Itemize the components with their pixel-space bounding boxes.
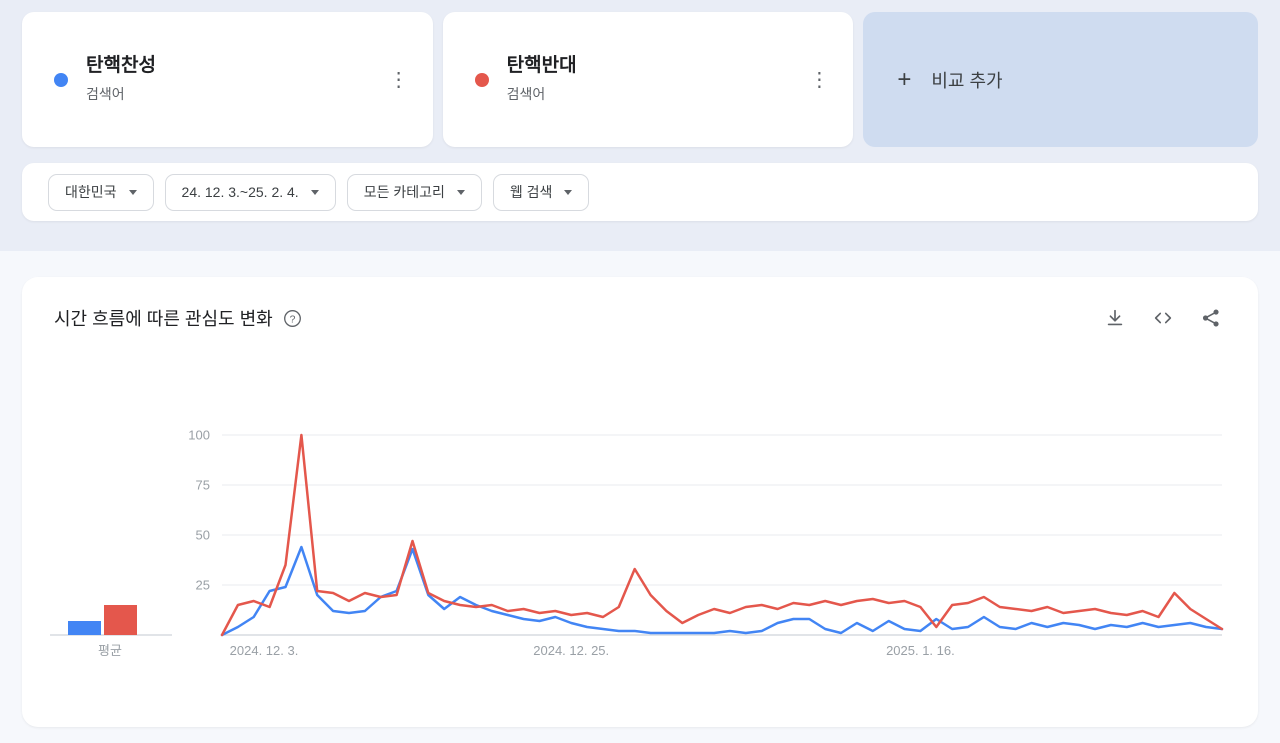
filter-search-type-label: 웹 검색 xyxy=(509,184,553,200)
add-comparison-button[interactable]: + 비교 추가 xyxy=(863,12,1259,147)
interest-over-time-card: 시간 흐름에 따른 관심도 변화 ? xyxy=(22,277,1258,727)
term-type-label: 검색어 xyxy=(86,86,125,103)
svg-text:50: 50 xyxy=(196,528,210,543)
filter-category-dropdown[interactable]: 모든 카테고리 xyxy=(346,173,482,211)
svg-text:25: 25 xyxy=(196,578,210,593)
svg-text:평균: 평균 xyxy=(98,643,122,658)
download-icon xyxy=(1107,309,1123,326)
add-comparison-label: 비교 추가 xyxy=(931,70,1003,91)
filter-bar: 대한민국 24. 12. 3.~25. 2. 4. 모든 카테고리 웹 검색 xyxy=(22,163,1258,221)
plus-icon: + xyxy=(897,65,912,93)
svg-text:2025. 1. 16.: 2025. 1. 16. xyxy=(886,643,955,658)
filter-date-range-label: 24. 12. 3.~25. 2. 4. xyxy=(181,184,299,200)
help-icon: ? xyxy=(283,309,301,327)
more-options-icon: ⋮ xyxy=(809,68,830,91)
explore-header: 탄핵찬성 검색어 ⋮ 탄핵반대 검색어 ⋮ + 비교 추가 대한민국 24. 1… xyxy=(0,0,1280,251)
term-color-dot-red xyxy=(474,72,489,87)
share-icon xyxy=(1202,309,1219,327)
filter-region-dropdown[interactable]: 대한민국 xyxy=(48,173,154,211)
interest-over-time-chart[interactable]: 25 50 75 100 2024. 12. 3. 2024. 12. 25. 2025. … xyxy=(22,397,1238,687)
term-text-block: 탄핵찬성 검색어 xyxy=(86,55,383,105)
term-text-block: 탄핵반대 검색어 xyxy=(507,55,804,105)
comparison-row: 탄핵찬성 검색어 ⋮ 탄핵반대 검색어 ⋮ + 비교 추가 xyxy=(22,12,1259,147)
svg-text:75: 75 xyxy=(196,478,210,493)
chart-actions xyxy=(1102,305,1224,331)
term-card-2[interactable]: 탄핵반대 검색어 ⋮ xyxy=(442,12,854,147)
filter-region-label: 대한민국 xyxy=(65,184,117,200)
help-button[interactable]: ? xyxy=(283,309,302,328)
embed-icon xyxy=(1154,312,1172,324)
term-type-label: 검색어 xyxy=(506,86,546,103)
chart-header: 시간 흐름에 따른 관심도 변화 ? xyxy=(22,277,1258,331)
term-menu-button[interactable]: ⋮ xyxy=(383,64,415,96)
term-card-1[interactable]: 탄핵찬성 검색어 ⋮ xyxy=(22,12,433,147)
filter-date-range-dropdown[interactable]: 24. 12. 3.~25. 2. 4. xyxy=(164,173,336,211)
svg-text:2024. 12. 25.: 2024. 12. 25. xyxy=(533,643,609,658)
svg-text:?: ? xyxy=(289,314,295,325)
filter-category-label: 모든 카테고리 xyxy=(363,184,445,200)
chevron-down-icon xyxy=(456,189,465,195)
download-button[interactable] xyxy=(1102,305,1128,331)
term-menu-button[interactable]: ⋮ xyxy=(803,64,835,96)
main-content: 시간 흐름에 따른 관심도 변화 ? xyxy=(0,251,1280,727)
more-options-icon: ⋮ xyxy=(388,68,409,91)
term-color-dot-blue xyxy=(54,72,68,87)
filter-search-type-dropdown[interactable]: 웹 검색 xyxy=(492,173,590,211)
chart-title: 시간 흐름에 따른 관심도 변화 xyxy=(54,309,273,329)
chevron-down-icon xyxy=(128,189,137,195)
chevron-down-icon xyxy=(564,189,573,195)
term-label: 탄핵찬성 xyxy=(86,54,156,76)
chevron-down-icon xyxy=(310,189,319,195)
svg-text:2024. 12. 3.: 2024. 12. 3. xyxy=(230,643,299,658)
embed-button[interactable] xyxy=(1150,305,1176,331)
share-button[interactable] xyxy=(1198,305,1224,331)
svg-text:100: 100 xyxy=(188,428,210,443)
term-label: 탄핵반대 xyxy=(506,54,577,76)
